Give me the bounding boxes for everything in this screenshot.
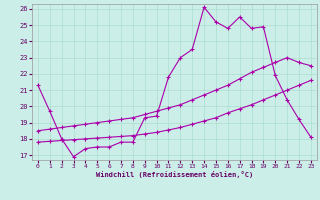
X-axis label: Windchill (Refroidissement éolien,°C): Windchill (Refroidissement éolien,°C) bbox=[96, 171, 253, 178]
